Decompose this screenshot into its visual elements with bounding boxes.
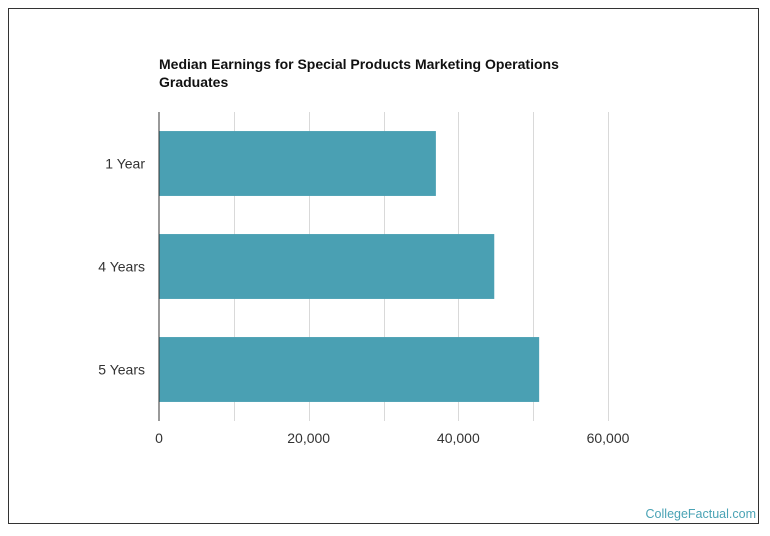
x-tick-label: 60,000 xyxy=(587,430,630,446)
chart-title: Median Earnings for Special Products Mar… xyxy=(159,56,559,90)
bar xyxy=(159,337,540,402)
collegefactual-brand-link[interactable]: CollegeFactual.com xyxy=(645,507,756,521)
bar xyxy=(159,234,495,299)
y-tick-label: 1 Year xyxy=(105,156,145,172)
x-tick-label: 0 xyxy=(155,430,163,446)
bar xyxy=(159,131,436,196)
y-tick-label: 5 Years xyxy=(98,362,145,378)
x-tick-label: 40,000 xyxy=(437,430,480,446)
x-tick-label: 20,000 xyxy=(287,430,330,446)
y-tick-label: 4 Years xyxy=(98,259,145,275)
